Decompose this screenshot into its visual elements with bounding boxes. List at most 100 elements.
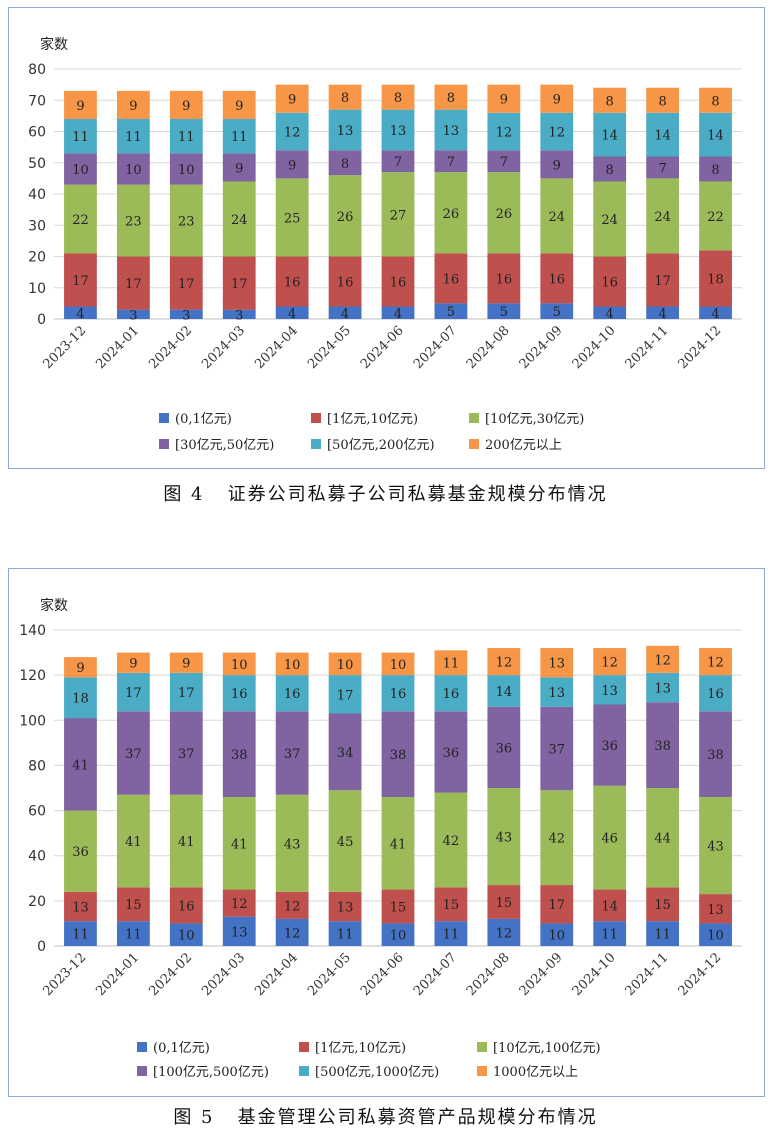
chart5-bar-segment	[222, 889, 256, 917]
chart5-legend-item: [500亿元,1000亿元)	[299, 1061, 439, 1080]
chart4-bar-segment	[646, 306, 680, 319]
chart4-data-label: 17	[72, 274, 89, 289]
chart5-data-label: 38	[707, 748, 724, 763]
chart5-x-tick-label: 2024-05	[305, 950, 354, 999]
chart5-bar-segment	[434, 650, 468, 676]
stacked-bar-chart-4: 家数 0 10 20 30 40 50 60 70 80 4 17 22 10 11 9 2023-12 3 17 2…	[28, 36, 742, 372]
chart5-bar-segment	[646, 672, 680, 703]
chart4-data-label: 4	[711, 307, 719, 322]
chart4-data-label: 7	[658, 161, 666, 176]
chart5-data-label: 44	[654, 832, 671, 847]
chart5-data-label: 41	[72, 758, 89, 773]
chart4-bar-segment	[64, 153, 97, 185]
chart4-x-tick-label: 2024-02	[146, 323, 195, 372]
chart4-x-tick-label: 2024-11	[623, 323, 672, 372]
chart4-x-tick-label: 2024-03	[199, 323, 248, 372]
chart5-data-label: 42	[548, 832, 565, 847]
chart5-bar-segment	[275, 675, 309, 712]
chart5-bar-segment	[699, 711, 732, 798]
chart4-data-label: 12	[548, 126, 565, 141]
chart-figure-4: 家数 0 10 20 30 40 50 60 70 80 4 17 22 10 11 9 2023-12 3 17 2…	[8, 7, 765, 469]
chart4-data-label: 16	[496, 272, 513, 287]
chart4-bar-segment	[116, 119, 150, 154]
chart4-y-tick-label: 20	[28, 250, 46, 266]
chart5-bar-segment	[222, 916, 256, 946]
chart4-bar-segment	[64, 306, 97, 319]
chart5-bar-segment	[646, 645, 680, 673]
chart5-bar-segment	[487, 885, 521, 919]
chart5-bar-segment	[328, 675, 362, 714]
chart5-y-tick-label: 40	[28, 849, 46, 865]
chart4-legend-item: [30亿元,50亿元)	[159, 434, 274, 453]
chart4-data-label: 23	[125, 215, 142, 230]
chart5-bar-segment	[593, 785, 627, 890]
chart4-bar-segment	[434, 150, 468, 173]
stacked-bar-chart-5: 家数 0 20 40 60 80 100 120 140 11 13 36 41 18 9 2023-12 11…	[19, 597, 742, 999]
chart5-bar-segment	[540, 923, 574, 946]
chart5-x-tick-label: 2024-08	[464, 950, 513, 999]
chart4-data-label: 7	[500, 155, 508, 170]
chart4-data-label: 5	[500, 305, 508, 320]
chart5-legend-swatch	[299, 1065, 309, 1076]
figure-4-number: 图 4	[163, 484, 205, 505]
chart5-bar-segment	[116, 794, 150, 888]
chart5-data-label: 15	[654, 898, 671, 913]
chart5-data-label: 43	[707, 840, 724, 855]
chart5-bar-segment	[64, 921, 97, 946]
chart5-bar-segment	[593, 648, 627, 676]
chart5-bar-segment	[487, 675, 521, 707]
chart5-data-label: 9	[76, 661, 84, 676]
chart4-legend-swatch	[311, 412, 321, 423]
chart5-legend-label: [500亿元,1000亿元)	[315, 1065, 440, 1080]
chart4-legend-item: 200亿元以上	[469, 434, 562, 453]
chart4-data-label: 9	[553, 93, 561, 108]
chart4-bar-segment	[593, 181, 627, 257]
chart5-data-label: 41	[125, 835, 142, 850]
chart5-bar-segment	[381, 711, 415, 798]
chart5-bar-segment	[699, 648, 732, 676]
chart4-bar-segment	[64, 253, 97, 307]
chart4-bar-segment	[381, 306, 415, 319]
chart4-x-tick-label: 2024-05	[305, 323, 354, 372]
chart4-legend-swatch	[469, 412, 479, 423]
chart4-bar-segment	[222, 181, 256, 257]
chart5-bar-segment	[222, 711, 256, 798]
chart4-bar-segment	[328, 256, 362, 307]
chart5-data-label: 13	[654, 682, 671, 697]
chart5-bar-segment	[434, 792, 468, 888]
chart4-x-tick-label: 2024-09	[517, 323, 566, 372]
chart4-bar-segment	[381, 172, 415, 257]
chart5-data-label: 38	[390, 748, 407, 763]
chart5-data-label: 13	[337, 901, 354, 916]
chart5-x-tick-label: 2024-11	[623, 950, 672, 999]
chart5-bar-segment	[540, 677, 574, 707]
chart5-bar-segment	[699, 675, 732, 712]
chart4-data-label: 4	[341, 307, 349, 322]
chart4-data-label: 14	[601, 129, 618, 144]
chart5-data-label: 15	[125, 898, 142, 913]
chart4-bar-segment	[699, 181, 732, 251]
figure-5-title: 基金管理公司私募资管产品规模分布情况	[237, 1107, 598, 1128]
chart5-legend-item: 1000亿元以上	[477, 1061, 578, 1080]
chart5-bar-segment	[487, 706, 521, 788]
chart5-bar-segment	[169, 652, 203, 673]
chart4-data-label: 4	[288, 307, 296, 322]
chart4-bar-segment	[646, 112, 680, 157]
chart4-y-tick-label: 80	[28, 62, 46, 78]
chart4-data-label: 8	[394, 91, 402, 106]
chart4-legend-item: (0,1亿元)	[159, 408, 232, 427]
chart4-legend-label: [50亿元,200亿元)	[327, 438, 435, 453]
chart5-bar-segment	[169, 711, 203, 795]
chart4-data-label: 9	[553, 158, 561, 173]
chart5-legend-label: [10亿元,100亿元)	[493, 1041, 601, 1056]
figure-5-caption: 图 5 基金管理公司私募资管产品规模分布情况	[0, 1103, 771, 1129]
chart4-bar-segment	[646, 156, 680, 179]
chart5-legend-swatch	[299, 1041, 309, 1052]
chart4-bar-segment	[699, 112, 732, 157]
chart4-legend-item: [1亿元,10亿元)	[311, 408, 418, 427]
chart4-y-tick-label: 60	[28, 125, 46, 141]
chart4-bar-segment	[64, 90, 97, 119]
chart5-legend-label: [1亿元,10亿元)	[315, 1041, 407, 1056]
chart5-data-label: 45	[337, 835, 354, 850]
chart4-data-label: 10	[178, 163, 195, 178]
